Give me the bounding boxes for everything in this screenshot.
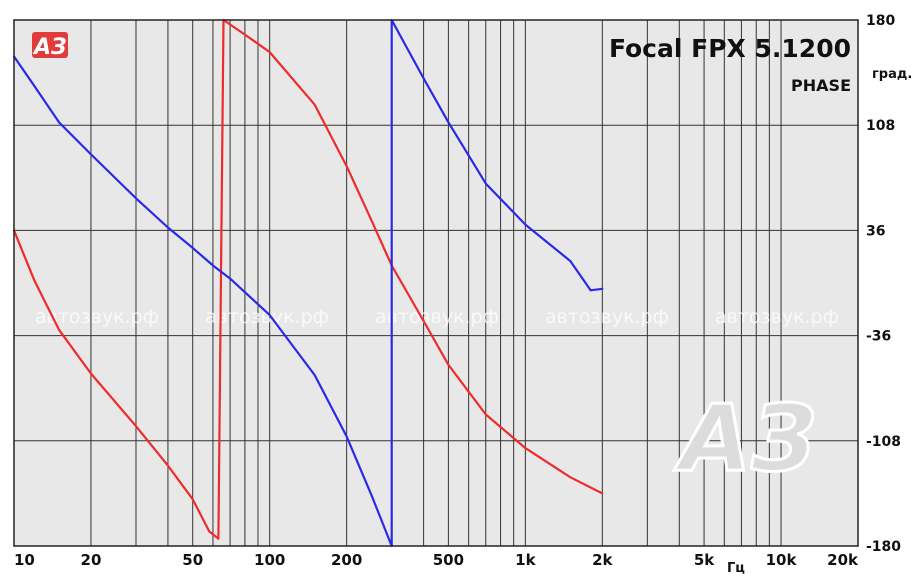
x-tick-label: 2k <box>592 551 613 569</box>
x-tick-label: 50 <box>182 551 203 569</box>
x-tick-label: 10k <box>766 551 798 569</box>
x-tick-labels: 10 20 50 100 200 500 1k 2k 5k 10k 20k <box>14 551 859 569</box>
logo-badge: АЗ <box>32 32 68 60</box>
y-tick-label: -36 <box>866 329 891 345</box>
watermark-text: автозвук.рф <box>375 306 499 328</box>
x-tick-label: 100 <box>254 551 285 569</box>
x-tick-label: 200 <box>331 551 362 569</box>
watermark-row: автозвук.рф автозвук.рф автозвук.рф автозву… <box>35 306 839 328</box>
watermark-text: автозвук.рф <box>545 306 669 328</box>
y-axis-unit: град. <box>872 67 912 82</box>
big-logo: АЗ <box>674 385 817 492</box>
x-axis-unit: Гц <box>727 561 745 576</box>
watermark-text: автозвук.рф <box>35 306 159 328</box>
y-tick-label: -180 <box>866 539 901 555</box>
x-tick-label: 20k <box>827 551 859 569</box>
y-grid <box>14 124 858 442</box>
chart-subtitle: PHASE <box>791 76 851 95</box>
x-tick-label: 10 <box>14 551 35 569</box>
x-tick-label: 1k <box>515 551 536 569</box>
watermark-text: автозвук.рф <box>715 306 839 328</box>
y-tick-label: 36 <box>866 223 885 239</box>
y-tick-label: -108 <box>866 434 901 450</box>
logo-text: АЗ <box>32 35 67 60</box>
y-tick-label: 180 <box>866 13 895 29</box>
series-group <box>12 18 604 548</box>
y-tick-label: 108 <box>866 118 895 134</box>
series-line-2 <box>12 18 604 548</box>
x-tick-label: 20 <box>81 551 102 569</box>
y-tick-labels: 180 108 36 -36 -108 -180 <box>866 13 901 555</box>
watermark-text: автозвук.рф <box>205 306 329 328</box>
plot-background <box>14 20 858 546</box>
x-tick-label: 500 <box>433 551 464 569</box>
plot-border <box>13 19 859 547</box>
chart-title: Focal FPX 5.1200 <box>609 34 851 63</box>
series-line-1 <box>12 18 604 540</box>
x-tick-label: 5k <box>694 551 715 569</box>
